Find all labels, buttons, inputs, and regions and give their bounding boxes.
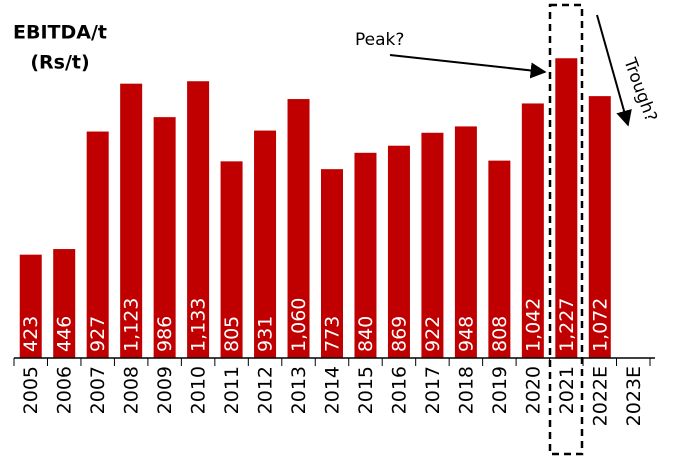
- x-tick-label: 2022E: [589, 366, 611, 426]
- value-label: 1,227: [556, 298, 578, 352]
- bar: [588, 96, 611, 358]
- x-tick-label: 2007: [87, 366, 109, 414]
- value-label: 805: [221, 316, 243, 352]
- x-tick-label: 2012: [255, 366, 277, 414]
- bar: [387, 145, 410, 358]
- bar: [19, 254, 42, 358]
- bar: [53, 249, 76, 358]
- bar: [521, 103, 544, 358]
- value-label: 1,072: [589, 298, 611, 352]
- value-label: 1,123: [121, 298, 143, 352]
- bar: [454, 126, 477, 358]
- x-tick-label: 2009: [154, 366, 176, 414]
- bar: [488, 160, 511, 358]
- highlight-box: [548, 3, 584, 456]
- bar: [555, 58, 578, 359]
- x-tick-label: 2018: [455, 366, 477, 414]
- value-label: 423: [20, 316, 42, 352]
- x-tick-label: 2015: [355, 366, 377, 414]
- value-label: 948: [455, 316, 477, 352]
- value-label: 773: [322, 316, 344, 352]
- annotation: Peak?: [355, 30, 404, 50]
- bar: [153, 117, 176, 359]
- value-label: 1,042: [522, 298, 544, 352]
- value-label: 922: [422, 316, 444, 352]
- x-tick-label: 2021: [556, 366, 578, 414]
- chart-subtitle: (Rs/t): [30, 52, 89, 74]
- value-label: 446: [54, 316, 76, 352]
- x-tick-label: 2023E: [623, 366, 645, 426]
- chart-title: EBITDA/t: [13, 22, 107, 44]
- value-label: 986: [154, 316, 176, 352]
- bar: [187, 81, 210, 358]
- arrow: [596, 14, 632, 127]
- bar: [254, 130, 277, 358]
- bar: [86, 131, 109, 358]
- bar: [220, 161, 243, 358]
- x-tick-label: 2011: [221, 366, 243, 414]
- x-tick-label: 2010: [188, 366, 210, 414]
- bar: [354, 152, 377, 358]
- x-tick-label: 2014: [322, 366, 344, 414]
- value-label: 927: [87, 316, 109, 352]
- x-tick-label: 2017: [422, 366, 444, 414]
- bar: [421, 132, 444, 358]
- value-label: 869: [388, 316, 410, 352]
- x-tick-label: 2008: [121, 366, 143, 414]
- bar: [321, 169, 343, 358]
- bar: [120, 83, 143, 358]
- x-tick-label: 2013: [288, 366, 310, 414]
- value-label: 931: [255, 316, 277, 352]
- x-tick-label: 2005: [20, 366, 42, 414]
- value-label: 1,133: [188, 298, 210, 352]
- x-tick-label: 2006: [54, 366, 76, 414]
- value-label: 1,060: [288, 298, 310, 352]
- arrow: [389, 54, 547, 79]
- x-tick-label: 2019: [489, 366, 511, 414]
- value-label: 840: [355, 316, 377, 352]
- x-tick-label: 2016: [388, 366, 410, 414]
- value-label: 808: [489, 316, 511, 352]
- bar: [287, 99, 310, 359]
- x-tick-label: 2020: [522, 366, 544, 414]
